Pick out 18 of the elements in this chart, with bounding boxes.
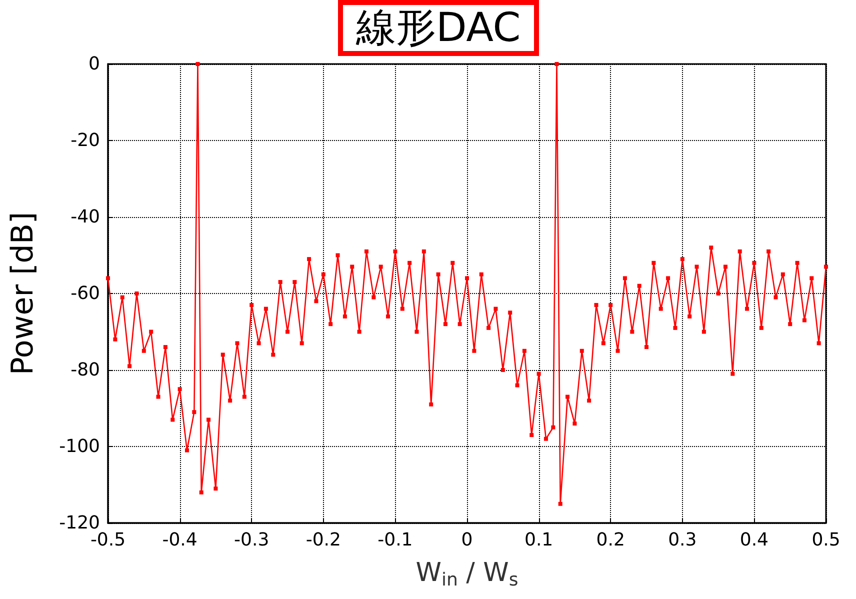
y-tick-label: -40 (70, 206, 100, 228)
x-tick-label: -0.3 (234, 530, 270, 550)
x-tick-label: 0.4 (740, 530, 769, 550)
x-tick-label: 0.1 (524, 530, 554, 550)
y-tick-label: -80 (70, 360, 100, 380)
x-tick-label: 0.5 (812, 530, 840, 550)
y-tick-label: 0 (88, 54, 100, 74)
y-tick-label: -20 (70, 130, 100, 151)
y-axis-title: Power [dB] (6, 212, 40, 376)
x-tick-label: 0.2 (596, 530, 625, 550)
x-tick-label: -0.1 (378, 530, 413, 550)
y-tick-label: -60 (70, 283, 100, 304)
x-tick-label: -0.4 (162, 530, 198, 550)
x-tick-label: -0.2 (306, 530, 341, 550)
chart-title: 線形DAC (355, 5, 521, 51)
y-tick-label: -100 (59, 436, 100, 457)
x-tick-label: 0.3 (668, 530, 697, 550)
x-tick-label: 0 (461, 530, 473, 550)
